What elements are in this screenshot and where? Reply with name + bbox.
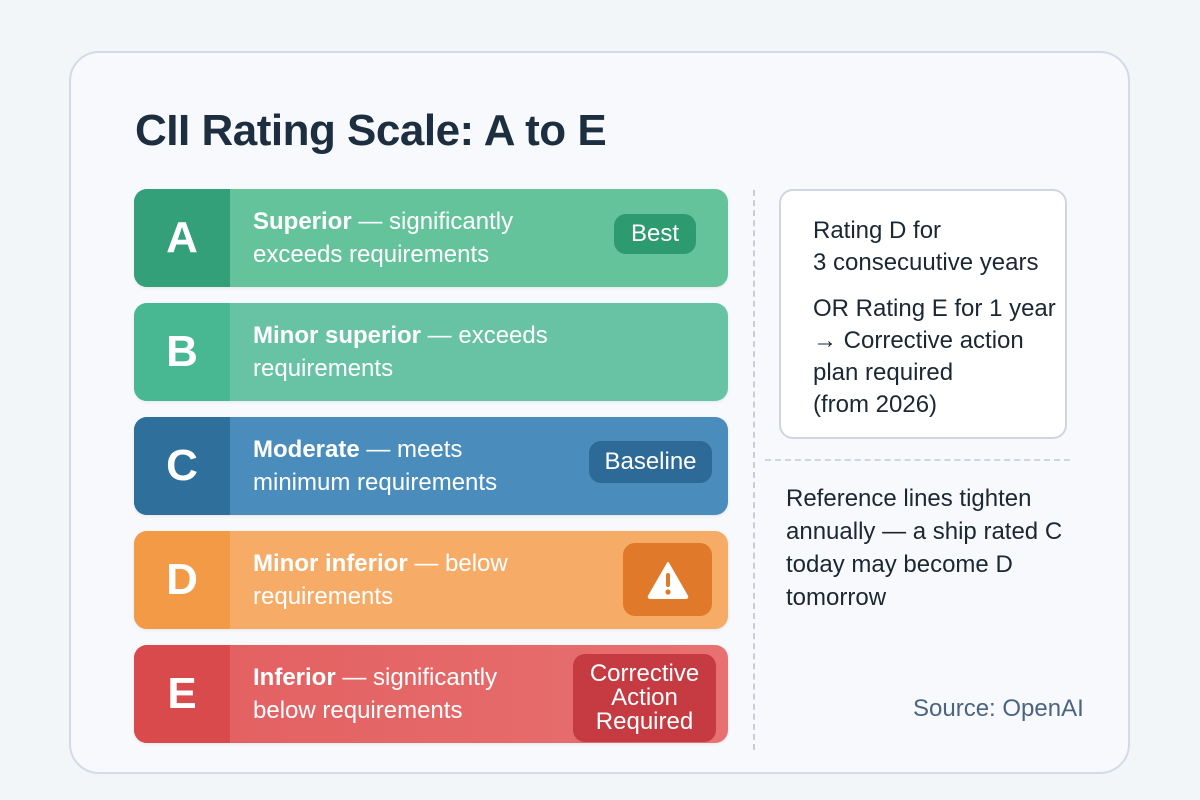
warning-triangle-icon xyxy=(647,561,688,599)
separator: — xyxy=(351,208,390,235)
rating-name: Superior xyxy=(253,208,352,235)
badge-line: Corrective xyxy=(589,660,700,687)
rating-name: Minor inferior xyxy=(253,550,408,577)
separator: — xyxy=(421,322,459,349)
rating-detail: meets xyxy=(397,436,463,463)
rating-letter: D xyxy=(134,531,230,629)
rating-letter: E xyxy=(134,645,230,743)
rating-detail: significantly xyxy=(373,664,498,691)
warning-badge xyxy=(623,543,712,616)
separator: — xyxy=(407,550,446,577)
rating-detail-line2: exceeds requirements xyxy=(253,241,490,268)
baseline-badge: Baseline xyxy=(589,441,712,483)
rating-row-e: E Inferior — significantly below require… xyxy=(134,645,728,743)
reference-line-note: Reference lines tighten annually — a shi… xyxy=(786,485,1063,611)
badge-line: Required xyxy=(595,708,694,735)
rating-row-d: D Minor inferior — below requirements xyxy=(134,531,728,629)
rating-letter: C xyxy=(134,417,230,515)
rating-detail-line2: minimum requirements xyxy=(253,469,498,496)
note-line: → Corrective action xyxy=(813,327,1024,354)
rating-detail-line2: below requirements xyxy=(253,697,463,724)
rating-detail: below xyxy=(445,550,508,577)
corrective-action-badge: Corrective Action Required xyxy=(573,654,716,742)
rating-name: Moderate xyxy=(253,436,360,463)
rating-row-a: A Superior — significantly exceeds requi… xyxy=(134,189,728,287)
note-line: 3 consecuutive years xyxy=(813,249,1039,276)
rating-description: Minor superior — exceeds requirements xyxy=(230,319,728,385)
rating-detail: significantly xyxy=(389,208,514,235)
note-line: Rating D for xyxy=(813,217,942,244)
vertical-divider xyxy=(753,190,755,750)
rating-name: Minor superior xyxy=(253,322,422,349)
rating-scale: A Superior — significantly exceeds requi… xyxy=(134,189,728,743)
source-label: Source: OpenAI xyxy=(913,695,1084,722)
badge-line: Action xyxy=(611,684,678,711)
note-line: OR Rating E for 1 year xyxy=(813,295,1056,322)
note-line: plan required xyxy=(813,359,954,386)
corrective-action-note: Rating D for 3 consecuutive years OR Rat… xyxy=(779,189,1067,439)
rating-detail-line2: requirements xyxy=(253,355,394,382)
rating-description: Inferior — significantly below requireme… xyxy=(230,661,728,727)
separator: — xyxy=(335,664,374,691)
best-badge: Best xyxy=(614,214,696,254)
rating-row-c: C Moderate — meets minimum requirements … xyxy=(134,417,728,515)
separator: — xyxy=(359,436,398,463)
rating-letter: B xyxy=(134,303,230,401)
rating-detail-line2: requirements xyxy=(253,583,394,610)
rating-description: Superior — significantly exceeds require… xyxy=(230,205,728,271)
rating-name: Inferior xyxy=(253,664,336,691)
rating-detail: exceeds xyxy=(458,322,548,349)
rating-row-b: B Minor superior — exceeds requirements xyxy=(134,303,728,401)
rating-letter: A xyxy=(134,189,230,287)
page-title: CII Rating Scale: A to E xyxy=(135,106,607,155)
note-line: (from 2026) xyxy=(813,391,938,418)
rating-description: Minor inferior — below requirements xyxy=(230,547,728,613)
horizontal-divider xyxy=(765,459,1070,461)
rating-description: Moderate — meets minimum requirements xyxy=(230,433,728,499)
